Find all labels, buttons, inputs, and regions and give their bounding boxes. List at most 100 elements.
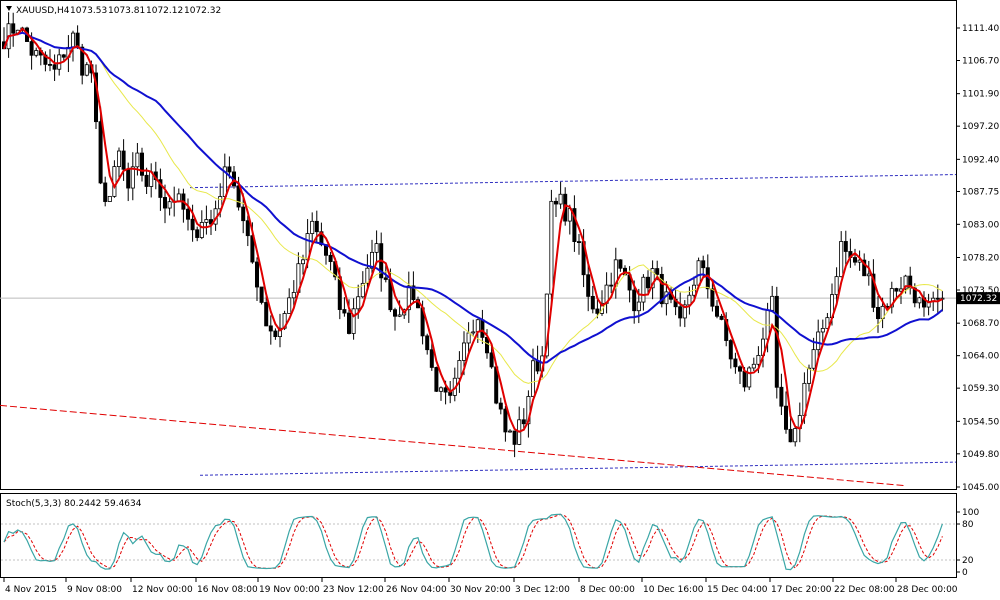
candle-body <box>287 297 292 314</box>
candle-body <box>80 46 85 76</box>
candle-body <box>291 292 296 299</box>
candle-body <box>204 219 209 223</box>
price-tick-label: 1068.70 <box>962 319 999 329</box>
price-tick-label: 1092.40 <box>962 155 999 165</box>
candle-body <box>811 349 816 369</box>
candle-body <box>646 276 651 289</box>
candle-body <box>738 366 743 372</box>
candle-body <box>503 408 508 433</box>
candle-body <box>425 335 430 351</box>
lower-channel-line <box>199 461 957 476</box>
stoch-tick-label: 20 <box>962 556 974 566</box>
candle-body <box>360 282 365 298</box>
candle-body <box>701 260 706 269</box>
ohlc-open: 1073.53 <box>70 6 107 16</box>
candle-body <box>29 41 34 56</box>
candle-body <box>434 367 439 392</box>
time-tick-label: 17 Dec 20:00 <box>771 585 832 595</box>
candle-body <box>397 314 402 317</box>
candle-body <box>406 285 411 311</box>
ma-slow-line <box>3 31 944 364</box>
stoch-main-line <box>3 513 943 571</box>
time-axis: 4 Nov 2015 9 Nov 08:00 12 Nov 00:00 16 Nov … <box>3 578 958 595</box>
candle-body <box>310 220 315 234</box>
current-price-marker: 1072.32 <box>957 292 1000 305</box>
chart-dropdown-arrow-icon[interactable] <box>6 6 12 11</box>
candle-body <box>411 285 416 301</box>
candle-body <box>176 193 181 202</box>
time-tick-label: 4 Nov 2015 <box>5 585 57 595</box>
candle-body <box>636 301 641 312</box>
candle-body <box>871 273 876 308</box>
candle-body <box>632 289 637 312</box>
candle-body <box>728 340 733 360</box>
candle-body <box>383 277 388 280</box>
candle-body <box>162 197 167 209</box>
candle-body <box>889 288 894 308</box>
candle-body <box>577 241 582 243</box>
time-tick-label: 3 Dec 12:00 <box>515 585 570 595</box>
time-tick-label: 28 Dec 00:00 <box>897 585 958 595</box>
candle-body <box>245 220 250 237</box>
candle-body <box>466 332 471 344</box>
candle-body <box>369 251 374 269</box>
candle-body <box>117 150 122 167</box>
candle-body <box>866 273 871 277</box>
candle-body <box>48 63 53 66</box>
candle-body <box>659 273 664 305</box>
candle-body <box>779 386 784 407</box>
ohlc-high: 1073.81 <box>108 6 145 16</box>
candle-body <box>788 428 793 443</box>
candle-body <box>498 402 503 410</box>
candle-body <box>816 331 821 351</box>
price-tick-label: 1054.50 <box>962 417 999 427</box>
candle-body <box>144 174 149 187</box>
candle-body <box>241 206 246 222</box>
candle-body <box>774 295 779 388</box>
candle-body <box>586 274 591 297</box>
candle-body <box>457 360 462 379</box>
guide-lines <box>0 174 957 487</box>
candle-body <box>894 288 899 292</box>
candle-body <box>876 306 881 320</box>
candle-body <box>75 32 80 48</box>
downtrend-line <box>0 404 906 487</box>
candle-body <box>549 200 554 295</box>
candle-body <box>126 168 131 189</box>
candle-body <box>461 342 466 361</box>
stoch-axis: 100 80 20 0 <box>1 508 979 578</box>
candle-body <box>903 275 908 290</box>
candle-body <box>98 121 103 184</box>
price-tick-label: 1087.75 <box>962 187 999 197</box>
candle-body <box>590 295 595 310</box>
candle-body <box>139 152 144 176</box>
candle-body <box>756 355 761 365</box>
time-tick-label: 19 Nov 00:00 <box>259 585 320 595</box>
candle-body <box>751 363 756 369</box>
candle-body <box>199 222 204 238</box>
stoch-tick-label: 80 <box>962 520 974 530</box>
candle-body <box>356 296 361 310</box>
chart-header: XAUUSD,H4 1073.53 1073.81 1072.12 1072.3… <box>6 6 221 16</box>
time-tick-label: 9 Nov 08:00 <box>67 585 122 595</box>
price-tick-label: 1106.70 <box>962 56 999 66</box>
candle-body <box>185 208 190 220</box>
stoch-tick-label: 0 <box>962 568 968 578</box>
candle-body <box>135 152 140 168</box>
time-tick-label: 22 Dec 08:00 <box>834 585 895 595</box>
candle-body <box>365 267 370 284</box>
candle-body <box>554 200 559 205</box>
candle-body <box>190 218 195 231</box>
time-tick-label: 23 Nov 12:00 <box>323 585 384 595</box>
candle-body <box>273 330 278 338</box>
candle-body <box>34 50 39 56</box>
time-tick-label: 15 Dec 04:00 <box>707 585 768 595</box>
candle-body <box>84 64 89 76</box>
price-tick-label: 1073.50 <box>962 286 999 296</box>
candle-body <box>793 428 798 443</box>
candle-body <box>351 308 356 334</box>
candle-body <box>650 268 655 289</box>
candle-body <box>558 193 563 205</box>
candle-body <box>158 179 163 198</box>
